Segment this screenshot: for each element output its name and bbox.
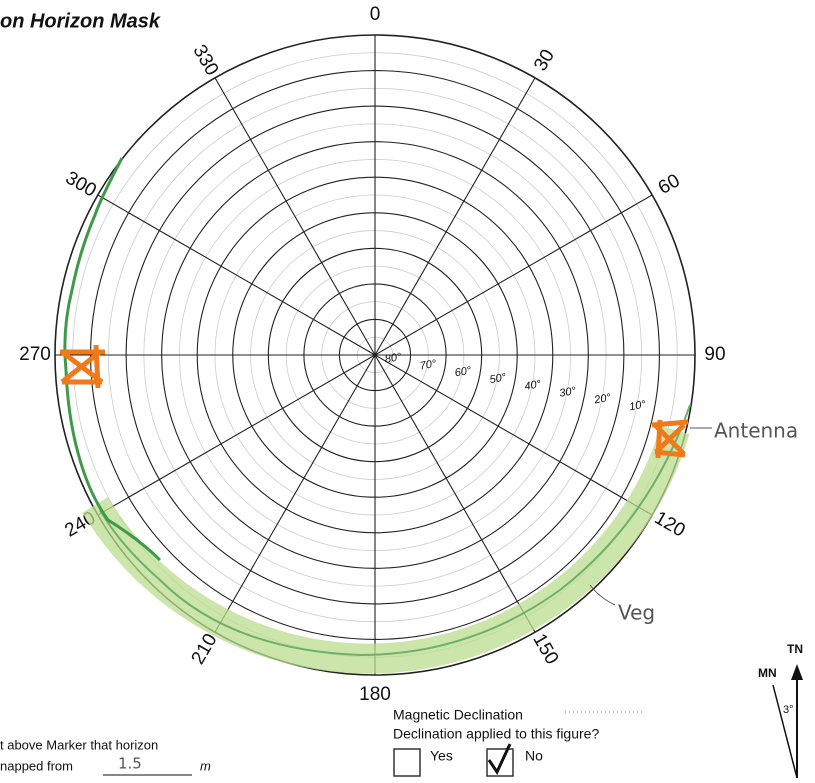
elevation-label: 80°	[384, 351, 403, 366]
spoke	[374, 354, 536, 633]
spoke	[374, 194, 653, 356]
footer-text: t above Marker that horizon	[0, 737, 158, 752]
elevation-label: 50°	[489, 371, 508, 386]
title: on Horizon Mask	[0, 10, 161, 32]
no-checkbox[interactable]	[486, 748, 514, 777]
azimuth-label: 180	[359, 684, 391, 705]
spoke	[214, 354, 376, 633]
spoke	[374, 77, 536, 356]
yes-checkbox[interactable]	[393, 748, 421, 777]
azimuth-label: 300	[62, 168, 100, 202]
azimuth-label: 60	[655, 170, 684, 199]
checkmark	[487, 743, 512, 776]
tn-arrow	[791, 664, 803, 680]
spoke	[97, 194, 376, 356]
azimuth-label: 120	[651, 508, 689, 542]
yes-label: Yes	[430, 748, 453, 764]
footer-text: napped from	[0, 758, 73, 773]
antenna-label: Antenna	[714, 419, 798, 443]
pointer	[589, 584, 616, 606]
azimuth-label: 150	[528, 630, 562, 668]
elevation-label: 70°	[419, 358, 438, 373]
antenna-mark	[60, 344, 105, 389]
spoke	[374, 354, 653, 516]
mn-line	[772, 684, 798, 779]
vegetation-edge-left	[63, 157, 162, 562]
veg-label: Veg	[618, 601, 655, 625]
no-label: No	[525, 748, 543, 764]
elevation-label: 20°	[592, 392, 612, 407]
height-value: 1.5	[118, 755, 142, 773]
magnetic-north: MN	[758, 666, 777, 680]
elevation-label: 40°	[524, 378, 543, 393]
azimuth-label: 270	[19, 344, 51, 365]
antenna-mark	[651, 419, 689, 459]
azimuth-label: 90	[704, 344, 725, 365]
spoke	[214, 77, 376, 356]
true-north: TN	[787, 642, 803, 656]
question: Declination applied to this figure?	[393, 726, 599, 742]
azimuth-label: 330	[188, 41, 222, 79]
declination-value: 3°	[783, 704, 794, 716]
elevation-label: 10°	[628, 398, 647, 413]
vegetation-edge	[99, 404, 691, 657]
azimuth-label: 30	[530, 46, 559, 75]
azimuth-label: 0	[370, 4, 381, 25]
height-unit: m	[200, 758, 211, 773]
spoke	[97, 354, 376, 516]
declination-label: Magnetic Declination	[393, 707, 523, 723]
elevation-label: 30°	[558, 385, 577, 400]
elevation-label: 60°	[454, 365, 473, 380]
